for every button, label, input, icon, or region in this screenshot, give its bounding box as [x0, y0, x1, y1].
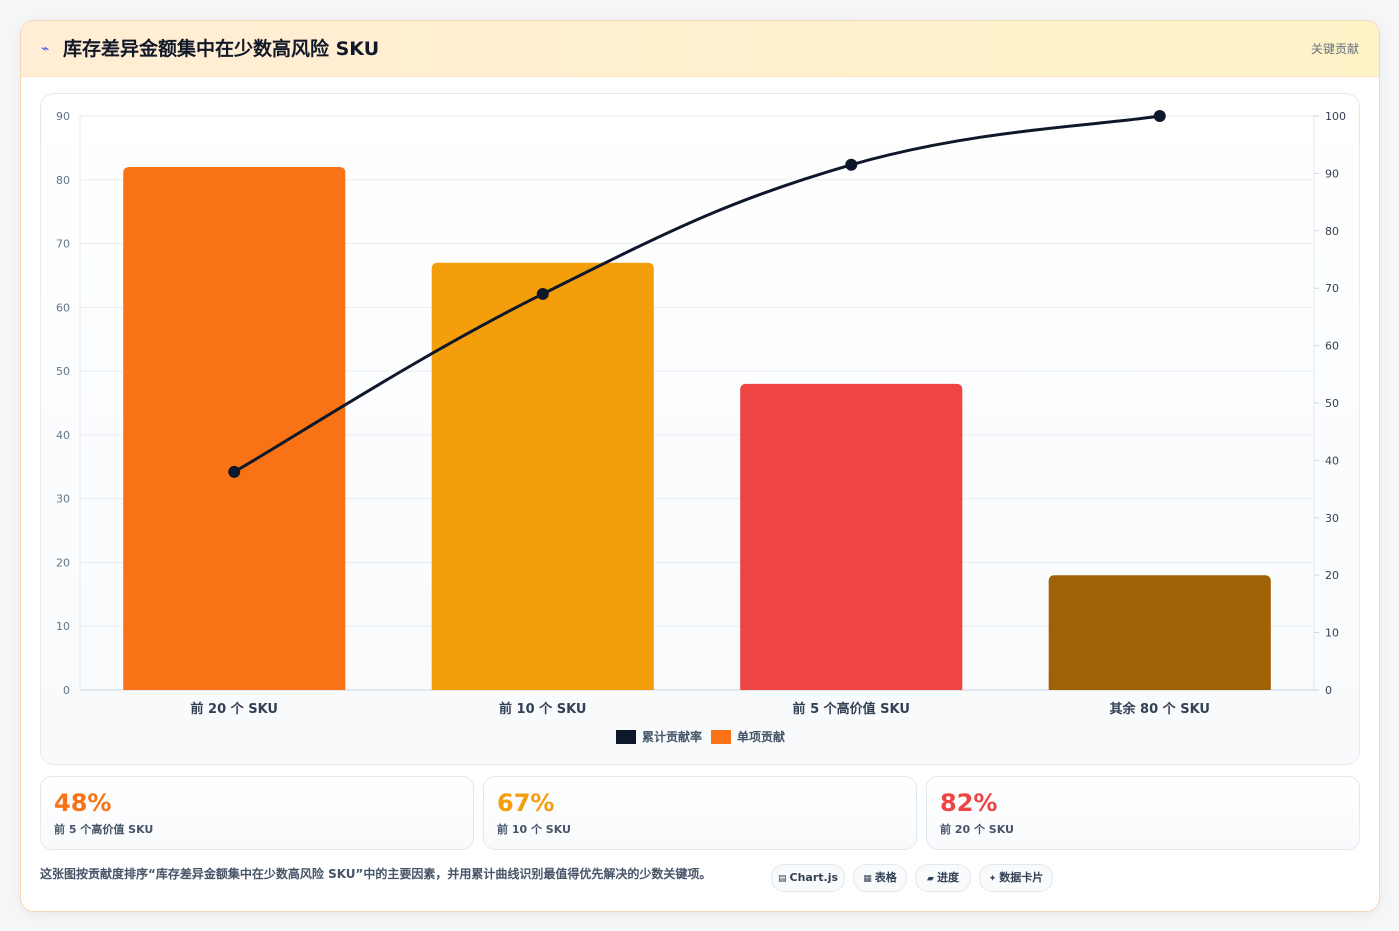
stat-card-top5: 48% 前 5 个高价值 SKU — [40, 776, 474, 850]
y-left-tick-label: 20 — [56, 556, 70, 569]
chip-label: 表格 — [874, 871, 897, 884]
progress-icon: ▰ — [927, 874, 934, 884]
chip-label: 进度 — [936, 871, 959, 884]
bar-3 — [740, 383, 963, 690]
y-left-tick-label: 90 — [56, 110, 70, 123]
stat-value: 48% — [54, 789, 112, 817]
x-tick-label: 其余 80 个 SKU — [1110, 701, 1210, 717]
y-right-tick-label: 80 — [1325, 225, 1339, 238]
y-right-tick-label: 60 — [1325, 340, 1339, 353]
y-right-tick-label: 20 — [1325, 569, 1339, 582]
bar-1 — [123, 167, 346, 690]
chip-label: 数据卡片 — [999, 871, 1044, 884]
stat-value: 82% — [940, 789, 998, 817]
chart-title: 库存差异金额集中在少数高风险 SKU — [63, 38, 380, 60]
chart-card: ⌁ 库存差异金额集中在少数高风险 SKU 关键贡献 0 10 20 30 40 50 60 7… — [20, 20, 1380, 912]
bar-4 — [1048, 575, 1271, 690]
chart-description: 这张图按贡献度排序“库存差异金额集中在少数高风险 SKU”中的主要因素，并用累计… — [40, 867, 712, 881]
chip-progress[interactable]: ▰ 进度 — [915, 864, 971, 892]
sparkle-icon: ✦ — [988, 874, 997, 884]
y-right-tick-label: 10 — [1325, 627, 1339, 640]
legend-swatch — [711, 730, 731, 744]
stat-label: 前 20 个 SKU — [940, 823, 1014, 836]
stat-card-top20: 82% 前 20 个 SKU — [926, 776, 1360, 850]
chart-area: 0 10 20 30 40 50 60 70 80 90 0 10 20 30 40 50 60 70 80 90 10… — [40, 93, 1360, 765]
y-left-tick-label: 10 — [56, 620, 70, 633]
y-right-tick-label: 90 — [1325, 167, 1339, 180]
y-left-tick-label: 60 — [56, 301, 70, 314]
x-tick-label: 前 20 个 SKU — [191, 701, 278, 717]
lightning-icon: ⌁ — [41, 41, 50, 57]
y-left-tick-label: 50 — [56, 365, 70, 378]
y-right-tick-label: 70 — [1325, 282, 1339, 295]
chip-label: Chart.js — [789, 871, 839, 884]
y-right-tick-label: 50 — [1325, 397, 1339, 410]
chip-data-card[interactable]: ✦ 数据卡片 — [979, 864, 1053, 892]
y-left-tick-label: 40 — [56, 429, 70, 442]
cumulative-line — [233, 114, 1160, 474]
y-right-tick-label: 0 — [1325, 684, 1332, 697]
bar-2 — [431, 262, 654, 690]
cumulative-point-3 — [845, 158, 858, 171]
y-right-tick-label: 40 — [1325, 454, 1339, 467]
x-tick-label: 前 10 个 SKU — [499, 701, 586, 717]
table-icon: ▦ — [863, 874, 872, 884]
stat-label: 前 10 个 SKU — [497, 823, 571, 836]
chart-icon: ▤ — [777, 874, 787, 884]
y-left-tick-label: 70 — [56, 238, 70, 251]
y-left-tick-label: 80 — [56, 174, 70, 187]
legend-label: 单项贡献 — [737, 729, 785, 744]
y-right-tick-label: 30 — [1325, 512, 1339, 525]
cumulative-point-4 — [1153, 110, 1166, 122]
key-contribution-link[interactable]: 关键贡献 — [1310, 42, 1359, 56]
chip-chartjs[interactable]: ▤ Chart.js — [771, 864, 845, 892]
chip-table[interactable]: ▦ 表格 — [853, 864, 907, 892]
stat-label: 前 5 个高价值 SKU — [54, 823, 154, 836]
pareto-chart: 0 10 20 30 40 50 60 70 80 90 0 10 20 30 40 50 60 70 80 90 10… — [56, 110, 1346, 744]
cumulative-point-1 — [228, 465, 241, 478]
cumulative-point-2 — [536, 287, 549, 300]
y-right-tick-label: 100 — [1325, 110, 1346, 123]
stat-card-top10: 67% 前 10 个 SKU — [483, 776, 917, 850]
legend-label: 累计贡献率 — [642, 729, 702, 744]
y-left-tick-label: 30 — [56, 493, 70, 506]
stat-value: 67% — [497, 789, 555, 817]
y-left-tick-label: 0 — [63, 684, 70, 697]
legend-swatch — [616, 730, 636, 744]
x-tick-label: 前 5 个高价值 SKU — [793, 701, 910, 717]
card-header: ⌁ 库存差异金额集中在少数高风险 SKU 关键贡献 — [21, 21, 1379, 77]
